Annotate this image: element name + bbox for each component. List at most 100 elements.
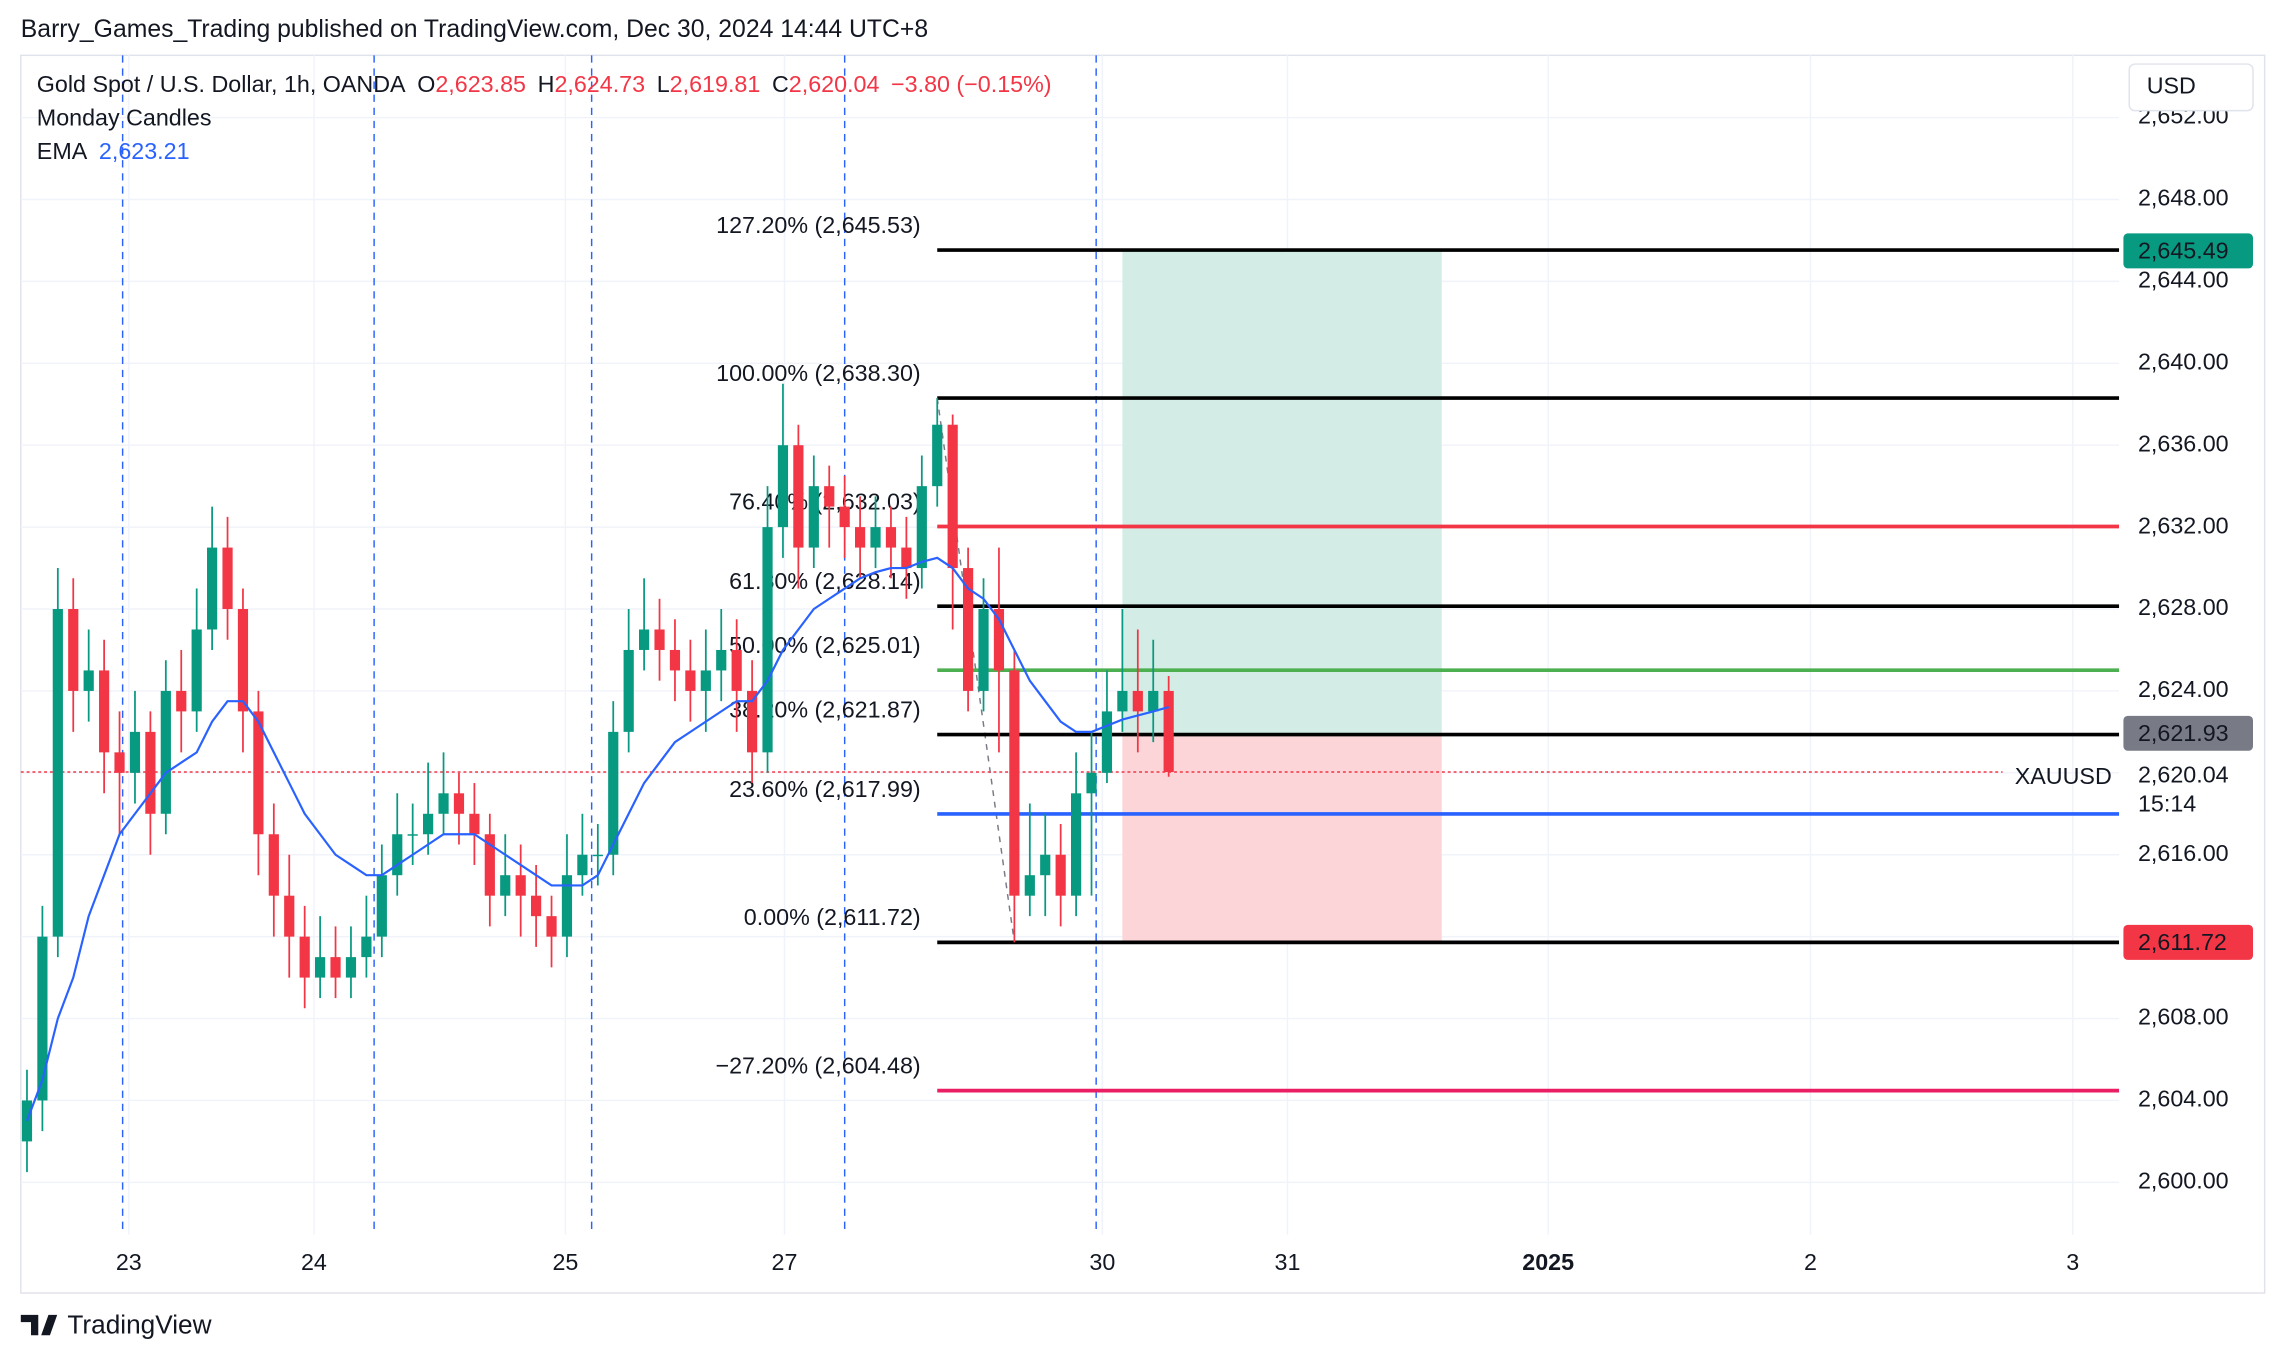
candle-body: [237, 609, 249, 712]
legend-h: 2,624.73: [554, 71, 645, 97]
candle-body: [978, 609, 989, 691]
fib-label: 61.80% (2,628.14): [729, 568, 921, 594]
candle-body: [191, 629, 202, 712]
price-badge: [2123, 233, 2254, 269]
candle-body: [268, 834, 279, 896]
legend-ema: EMA 2,623.21: [37, 138, 190, 164]
x-tick-label: 25: [552, 1249, 578, 1275]
y-tick-label: 2,648.00: [2138, 185, 2229, 211]
candle-body: [1132, 690, 1143, 712]
legend-c: 2,620.04: [789, 71, 880, 97]
ema-line: [25, 556, 1169, 1122]
legend-h-label: H: [538, 71, 555, 97]
candle-body: [114, 752, 125, 773]
candle-body: [52, 609, 63, 937]
y-tick-label: 2,640.00: [2138, 348, 2229, 374]
candle-body: [546, 916, 557, 937]
fib-label: 0.00% (2,611.72): [744, 904, 921, 930]
last-price: 2,620.04: [2138, 762, 2229, 788]
candle-body: [438, 793, 449, 814]
candle-body: [515, 875, 526, 896]
y-tick-label: 2,600.00: [2138, 1168, 2229, 1194]
candle-body: [145, 731, 156, 814]
candle-body: [870, 527, 881, 548]
candle-body: [484, 834, 495, 896]
last-time: 15:14: [2138, 791, 2196, 817]
candle-body: [993, 609, 1005, 671]
price-axis: 2,600.002,604.002,608.002,612.002,616.00…: [2123, 103, 2254, 1194]
candle-body: [253, 711, 264, 835]
x-tick-label: 24: [301, 1249, 327, 1275]
x-tick-label: 27: [772, 1249, 798, 1275]
candle-body: [345, 957, 357, 978]
fib-trendline: [936, 398, 1016, 943]
x-tick-label: 2025: [1522, 1249, 1574, 1275]
candle-body: [1040, 854, 1051, 876]
candle-body: [885, 527, 897, 548]
candle-body: [932, 424, 943, 487]
currency[interactable]: USD: [2147, 73, 2196, 99]
candle-body: [129, 731, 141, 773]
footer-logo: TradingView: [20, 1309, 212, 1339]
price-badge-label: 2,645.49: [2138, 237, 2229, 263]
candle-body: [1070, 793, 1082, 896]
candle-body: [700, 670, 711, 691]
plot-area: 127.20% (2,645.53)100.00% (2,638.30)76.4…: [20, 55, 2120, 1235]
fib-label: 100.00% (2,638.30): [716, 360, 921, 386]
symbol-label: XAUUSD: [2015, 763, 2112, 789]
candle-body: [531, 895, 542, 917]
candle-body: [469, 813, 480, 835]
legend-symbol: Gold Spot / U.S. Dollar, 1h, OANDA: [37, 71, 406, 97]
candle-body: [500, 875, 511, 896]
legend-change: −3.80 (−0.15%): [891, 71, 1052, 97]
candle-body: [284, 895, 295, 937]
y-tick-label: 2,644.00: [2138, 267, 2229, 293]
candle-body: [453, 793, 465, 814]
candle-body: [1163, 690, 1174, 773]
candle-body: [299, 936, 310, 978]
y-tick-label: 2,628.00: [2138, 594, 2229, 620]
candle-body: [731, 649, 742, 691]
candle-body: [1024, 875, 1035, 896]
candle-body: [962, 568, 974, 691]
price-badge-label: 2,621.93: [2138, 720, 2229, 746]
x-tick-label: 30: [1089, 1249, 1115, 1275]
candle-body: [1101, 711, 1113, 773]
candle-body: [37, 936, 48, 1101]
x-tick-label: 31: [1275, 1249, 1301, 1275]
legend-c-label: C: [772, 71, 789, 97]
logo-icon: [20, 1314, 58, 1336]
candle-body: [330, 957, 341, 978]
y-tick-label: 2,604.00: [2138, 1086, 2229, 1112]
candle-body: [762, 527, 773, 753]
y-tick-label: 2,624.00: [2138, 676, 2229, 702]
fib-label: 50.00% (2,625.01): [729, 632, 921, 658]
currency-button[interactable]: [2128, 63, 2254, 112]
candle-body: [808, 486, 819, 548]
candle-body: [592, 854, 603, 857]
candle-body: [376, 875, 387, 937]
legend-ema-label: EMA: [37, 138, 88, 164]
candle-body: [222, 547, 233, 610]
candle-body: [207, 547, 218, 630]
candle-body: [669, 649, 681, 671]
y-tick-label: 2,616.00: [2138, 840, 2229, 866]
header-title: Barry_Games_Trading published on Trading…: [21, 16, 928, 43]
price-badge-label: 2,611.72: [2138, 929, 2227, 955]
candle-body: [777, 445, 789, 528]
legend-l-label: L: [657, 71, 670, 97]
legend-o: 2,623.85: [435, 71, 526, 97]
candle-body: [361, 936, 372, 958]
axis-bg: [2123, 754, 2254, 805]
candle-body: [1086, 772, 1097, 794]
candle-body: [561, 875, 573, 937]
candle-body: [83, 670, 94, 691]
candle-body: [654, 629, 665, 650]
fib-label: 38.20% (2,621.87): [729, 696, 921, 722]
candle-body: [685, 670, 696, 691]
candle-body: [947, 424, 958, 569]
legend-l: 2,619.81: [670, 71, 761, 97]
